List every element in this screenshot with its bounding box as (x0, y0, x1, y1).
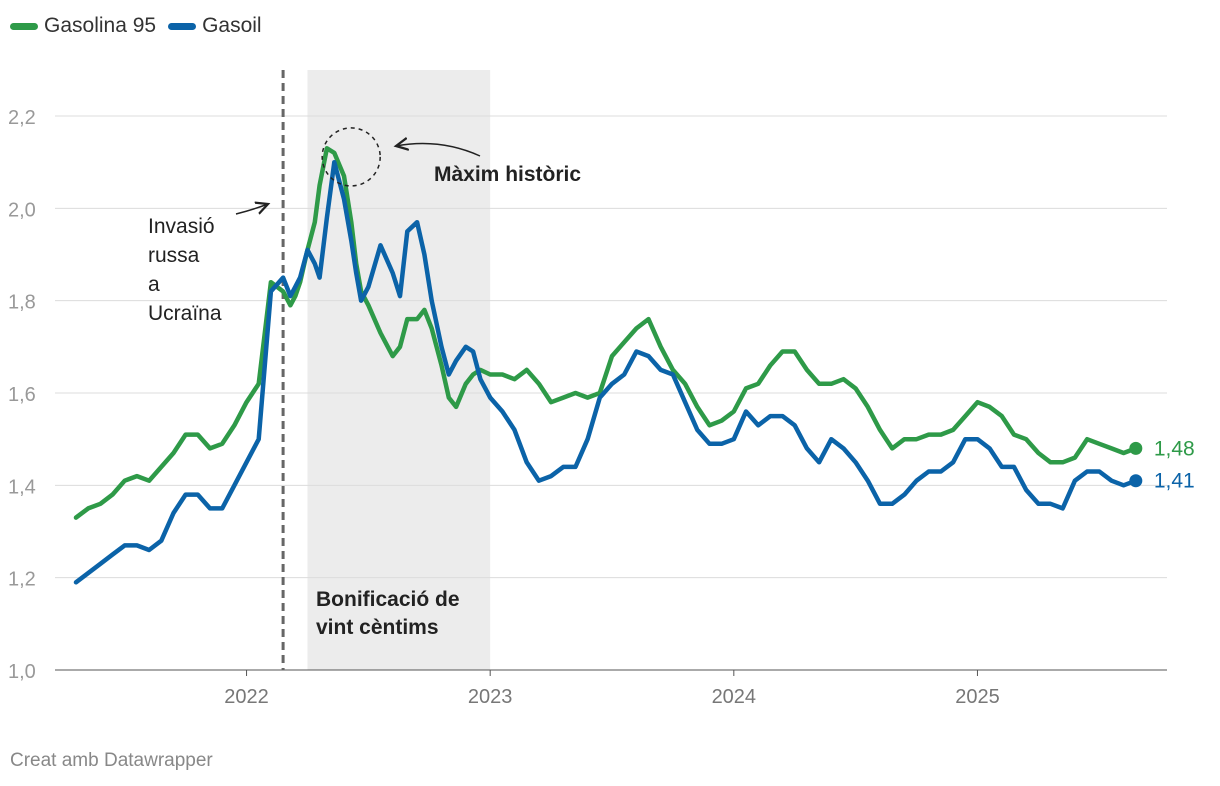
y-tick-label: 2,0 (8, 199, 36, 221)
bonus-label: Bonificació de vint cèntims (316, 588, 465, 639)
y-tick-label: 1,6 (8, 384, 36, 406)
legend-swatch-gasolina (10, 22, 38, 30)
legend-item-gasolina[interactable]: Gasolina 95 (10, 14, 156, 38)
legend-label-gasoil: Gasoil (202, 14, 262, 37)
invasion-arrow (235, 204, 268, 215)
legend-item-gasoil[interactable]: Gasoil (168, 14, 262, 38)
footer-credit: Creat amb Datawrapper (10, 750, 213, 771)
series-endpoint-gasoil (1129, 474, 1143, 488)
series-line-gasoil (73, 159, 1139, 585)
max-label: Màxim històric (434, 163, 581, 186)
legend-swatch-gasoil (168, 22, 197, 30)
x-tick-label: 2023 (468, 686, 513, 708)
y-tick-label: 1,0 (8, 661, 36, 683)
max-point-circle (321, 127, 381, 187)
x-tick-label: 2025 (955, 686, 1000, 708)
y-tick-label: 1,4 (8, 476, 36, 498)
series-end-label-gasoil: 1,41 (1154, 470, 1195, 493)
series-line-gasolina (73, 146, 1139, 520)
series-end-label-gasolina: 1,48 (1154, 437, 1195, 460)
series-endpoint-gasolina (1129, 441, 1143, 455)
y-tick-label: 1,8 (8, 292, 36, 314)
x-tick-label: 2024 (712, 686, 757, 708)
max-arrow (396, 144, 481, 157)
legend: Gasolina 95 Gasoil (10, 14, 262, 38)
legend-label-gasolina: Gasolina 95 (44, 14, 157, 37)
invasion-label: Invasió russa a Ucraïna (148, 215, 222, 325)
y-tick-label: 1,2 (8, 569, 36, 591)
x-tick-label: 2022 (224, 686, 269, 708)
y-tick-label: 2,2 (8, 107, 36, 129)
